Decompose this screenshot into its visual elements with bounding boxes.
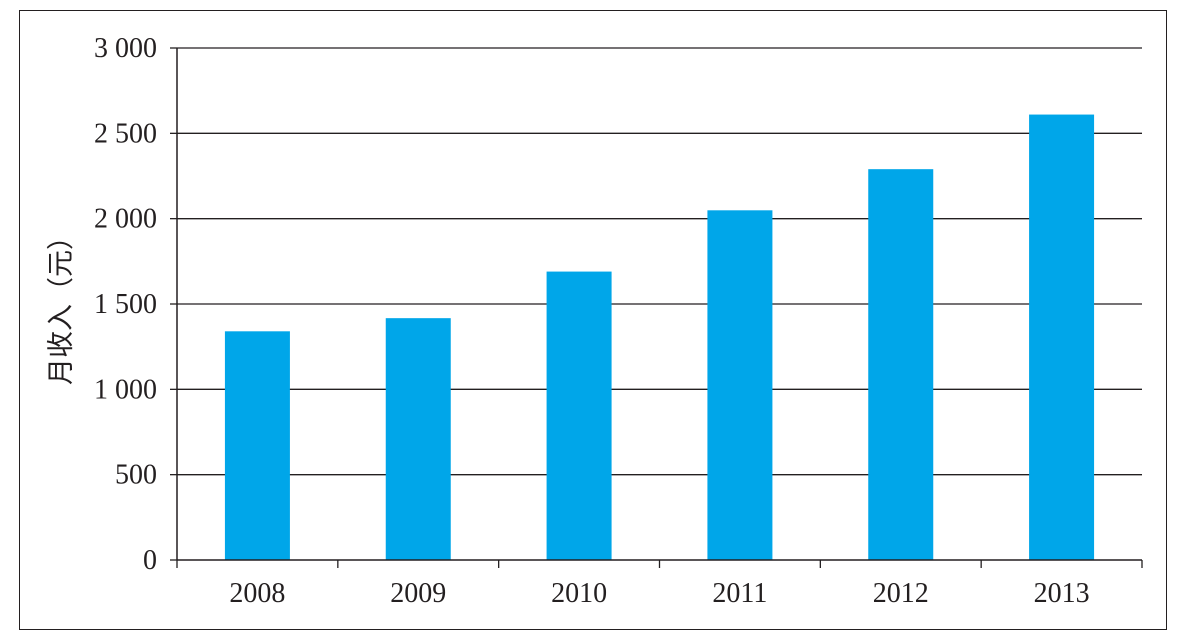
y-tick-label: 1 000 xyxy=(94,374,157,405)
y-tick-labels: 0 500 1 000 1 500 2 000 2 500 3 000 xyxy=(94,33,157,576)
x-tick-label: 2009 xyxy=(390,578,446,609)
bar-2010 xyxy=(546,271,612,560)
y-tick-label: 2 000 xyxy=(94,204,157,235)
y-tick-label: 0 xyxy=(143,545,157,576)
gridlines xyxy=(177,47,1142,476)
bar-2009 xyxy=(385,318,451,560)
y-tick-label: 2 500 xyxy=(94,118,157,149)
bars xyxy=(224,114,1095,560)
y-axis-title: 月收入（元） xyxy=(46,223,77,385)
x-tick-label: 2010 xyxy=(551,578,607,609)
bar-2008 xyxy=(224,331,290,560)
x-tick-label: 2011 xyxy=(712,578,767,609)
bar-2011 xyxy=(707,210,773,560)
bar-2013 xyxy=(1029,114,1095,560)
x-tick-label: 2012 xyxy=(873,578,929,609)
axes xyxy=(170,47,1143,568)
x-tick-label: 2008 xyxy=(229,578,285,609)
y-tick-label: 500 xyxy=(115,460,157,491)
y-tick-label: 3 000 xyxy=(94,33,157,64)
x-tick-label: 2013 xyxy=(1034,578,1090,609)
x-tick-labels: 2008 2009 2010 2011 2012 2013 xyxy=(229,578,1089,609)
y-tick-label: 1 500 xyxy=(94,289,157,320)
bar-2012 xyxy=(868,169,934,560)
